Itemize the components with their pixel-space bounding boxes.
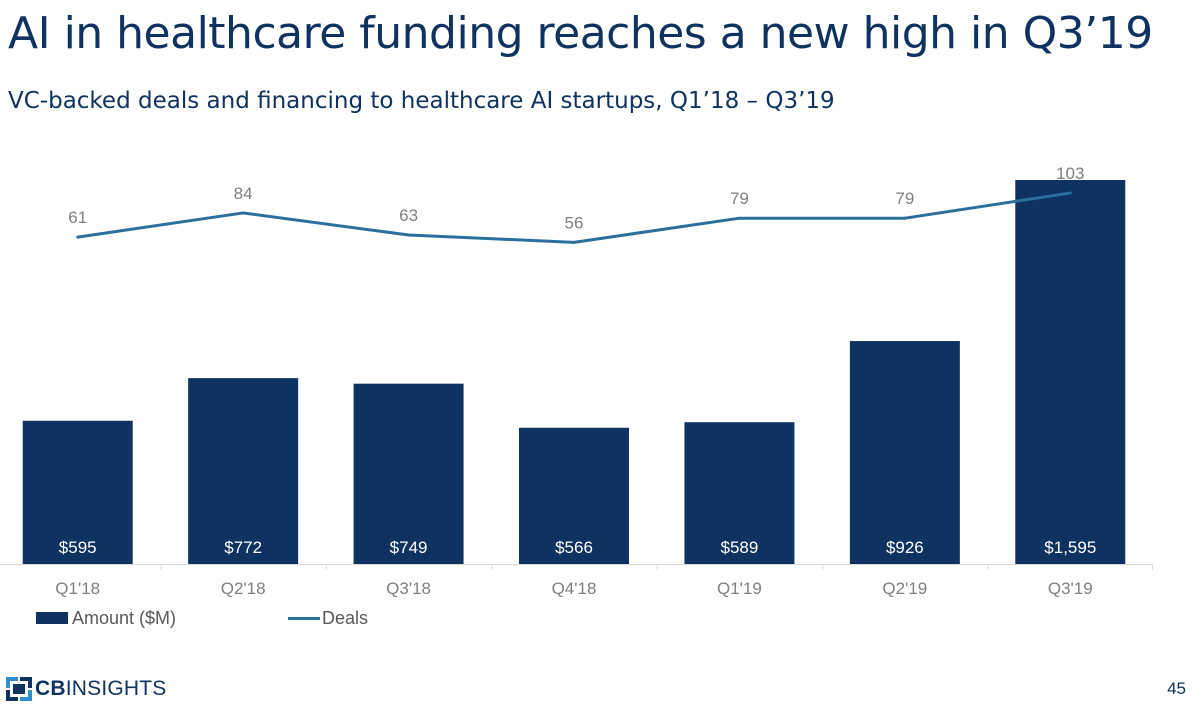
bar-value-label: $749 (390, 538, 428, 557)
legend-label-deals: Deals (322, 607, 369, 628)
bar-value-label: $772 (224, 538, 262, 557)
cb-insights-logo: CBINSIGHTS (6, 676, 167, 702)
x-tick-label: Q2'19 (882, 579, 927, 598)
legend-item-deals: Deals (288, 607, 368, 629)
bar-value-label: $566 (555, 538, 593, 557)
bar (1015, 180, 1126, 564)
deals-point (241, 211, 245, 215)
bar-value-label: $1,595 (1044, 538, 1096, 557)
deals-value-label: 79 (895, 189, 914, 208)
deals-value-label: 103 (1056, 164, 1084, 183)
deals-value-label: 84 (234, 184, 253, 203)
x-tick-label: Q1'18 (55, 579, 100, 598)
bar (188, 378, 299, 564)
legend-label-amount: Amount ($M) (72, 607, 177, 628)
page-number: 45 (1167, 679, 1186, 698)
x-tick-label: Q3'18 (386, 579, 431, 598)
logo-text-rest: INSIGHTS (65, 677, 167, 700)
bar-value-label: $595 (59, 538, 97, 557)
deals-point (1068, 191, 1072, 195)
legend-swatch-deals (288, 616, 320, 620)
deals-value-label: 79 (730, 189, 749, 208)
deals-value-label: 63 (399, 206, 418, 225)
deals-value-label: 61 (68, 208, 87, 227)
x-tick-label: Q1'19 (717, 579, 762, 598)
page-subtitle: VC-backed deals and financing to healthc… (8, 88, 835, 114)
bar (22, 420, 133, 564)
x-tick-label: Q3'19 (1048, 579, 1093, 598)
deals-point (407, 233, 411, 237)
bar (684, 422, 795, 564)
legend-swatch-amount (36, 612, 68, 624)
x-tick-label: Q2'18 (221, 579, 266, 598)
bar (353, 383, 464, 564)
deals-point (572, 240, 576, 244)
page-title: AI in healthcare funding reaches a new h… (8, 8, 1153, 59)
x-tick-label: Q4'18 (552, 579, 597, 598)
deals-point (76, 235, 80, 239)
deals-value-label: 56 (565, 213, 584, 232)
bar-value-label: $589 (721, 538, 759, 557)
logo-text-bold: CB (35, 677, 66, 700)
legend-item-amount: Amount ($M) (36, 607, 176, 629)
cb-insights-logo-icon (6, 677, 32, 701)
bar-value-label: $926 (886, 538, 924, 557)
deals-point (903, 216, 907, 220)
deals-point (737, 216, 741, 220)
bar (519, 427, 629, 564)
bar (849, 341, 960, 564)
